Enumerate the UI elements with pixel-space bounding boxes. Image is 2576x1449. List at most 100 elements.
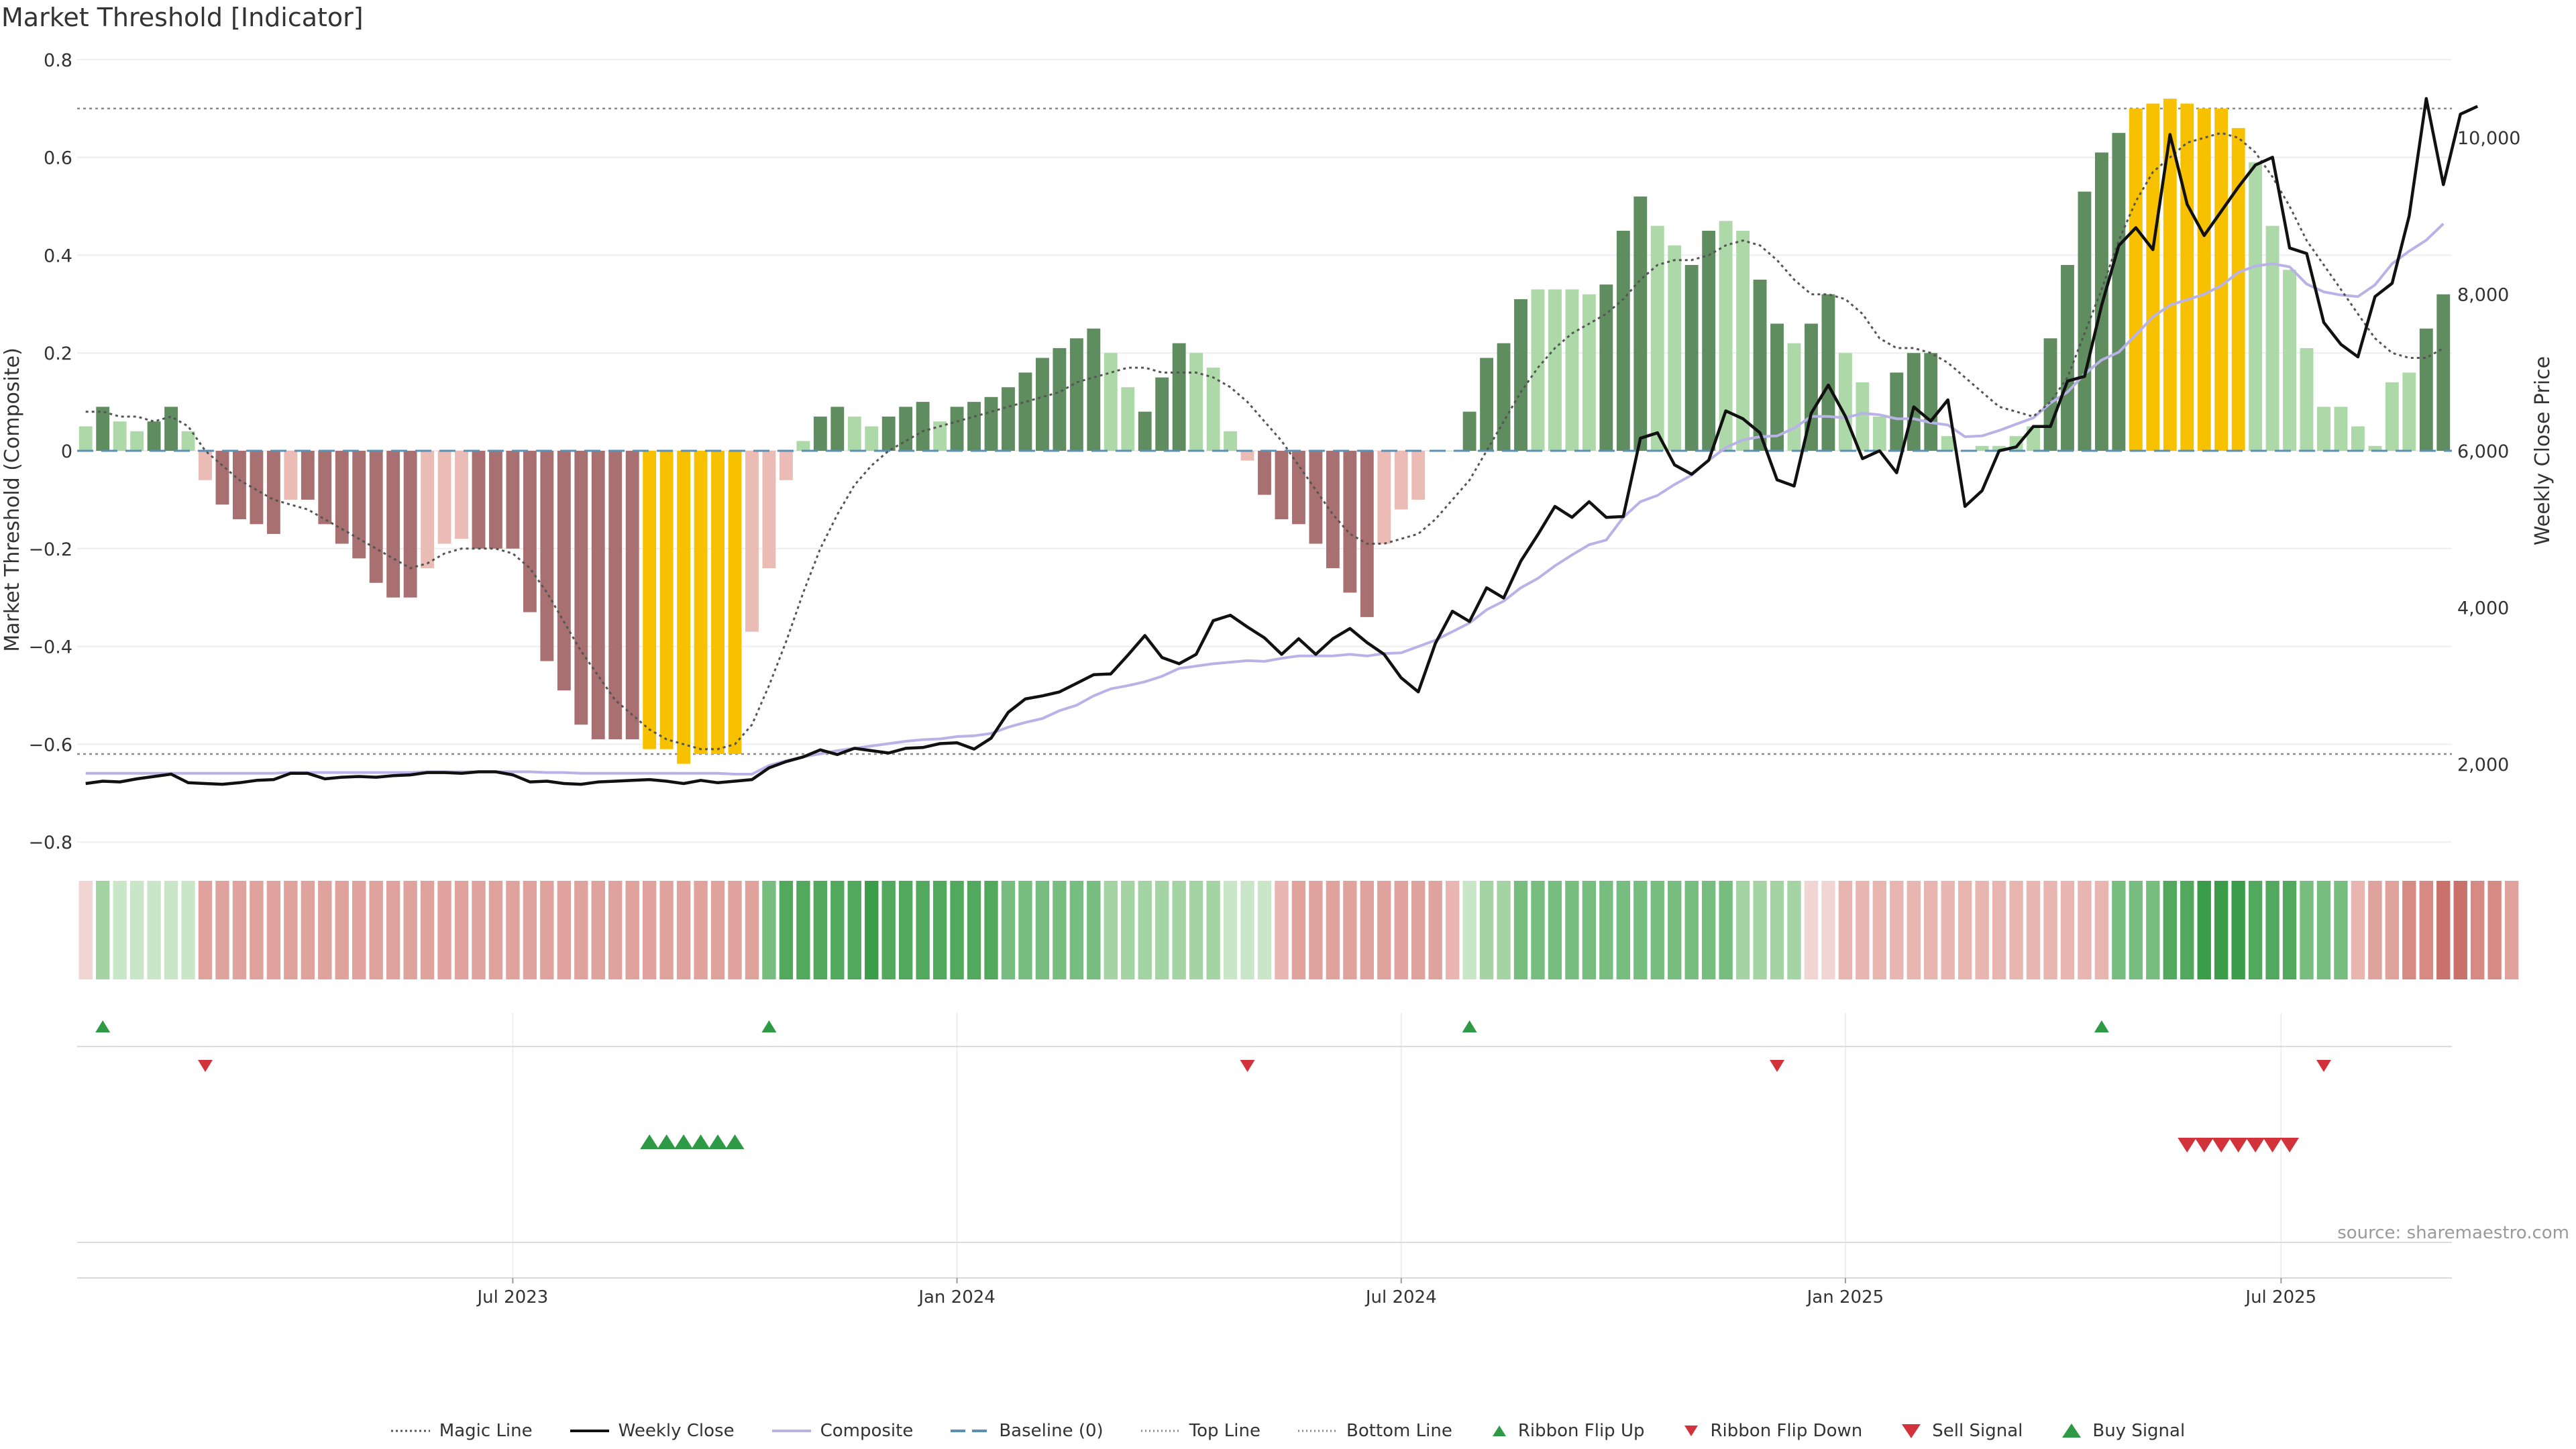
ribbon-cell	[2453, 881, 2467, 979]
ribbon-cell	[1684, 881, 1699, 979]
composite-bar	[540, 451, 554, 661]
composite-bar	[2197, 108, 2211, 451]
ribbon-flip-down-marker	[1770, 1060, 1785, 1072]
composite-bar	[2061, 264, 2074, 451]
composite-bar	[1172, 343, 1186, 451]
ribbon-cell	[335, 881, 349, 979]
ribbon-cell	[1018, 881, 1032, 979]
ribbon-cell	[2043, 881, 2057, 979]
ribbon-cell	[1616, 881, 1631, 979]
ribbon-cell	[676, 881, 691, 979]
ribbon-cell	[847, 881, 861, 979]
buy-signal-marker	[674, 1134, 694, 1149]
composite-bar	[1650, 225, 1664, 451]
sell-signal-marker	[2263, 1138, 2282, 1152]
ribbon-cell	[1138, 881, 1152, 979]
composite-bar	[1411, 451, 1426, 500]
ribbon-cell	[1497, 881, 1511, 979]
y2-tick-label: 10,000	[2457, 128, 2520, 149]
ribbon-cell	[250, 881, 264, 979]
composite-bar	[2214, 108, 2229, 451]
ribbon-cell	[198, 881, 213, 979]
sell-signal-marker	[2194, 1138, 2214, 1152]
ribbon-cell	[454, 881, 469, 979]
legend-label: Top Line	[1189, 1421, 1260, 1441]
ribbon-cell	[472, 881, 486, 979]
composite-bar	[1856, 382, 1870, 451]
y-tick-label: 0.8	[44, 50, 72, 71]
x-tick-label: Jul 2025	[2244, 1287, 2316, 1307]
ribbon-cell	[1787, 881, 1801, 979]
ribbon-cell	[1701, 881, 1716, 979]
ribbon-cell	[1719, 881, 1733, 979]
composite-bar	[1582, 294, 1596, 451]
ribbon-cell	[694, 881, 708, 979]
composite-bar	[2146, 103, 2160, 451]
ribbon-cell	[1582, 881, 1597, 979]
ribbon-cell	[2197, 881, 2211, 979]
composite-bar	[147, 421, 161, 451]
composite-bar	[2163, 99, 2177, 451]
ribbon-cell	[437, 881, 451, 979]
composite-bar	[1343, 451, 1357, 593]
ribbon-cell	[1941, 881, 1955, 979]
ribbon-cell	[1223, 881, 1238, 979]
ribbon-cell	[1326, 881, 1340, 979]
sell-signal-marker	[2212, 1138, 2231, 1152]
ribbon-cell	[2180, 881, 2194, 979]
composite-bar	[1360, 451, 1374, 617]
ribbon-cell	[2265, 881, 2279, 979]
composite-bar	[2436, 294, 2451, 451]
ribbon-cell	[1856, 881, 1870, 979]
composite-bar	[1787, 343, 1801, 451]
ribbon-cell	[1053, 881, 1067, 979]
legend-item: Bottom Line	[1298, 1421, 1452, 1441]
composite-bar	[950, 407, 964, 451]
ribbon-cell	[1735, 881, 1750, 979]
ribbon-flip-down-icon	[1684, 1426, 1699, 1436]
legend-label: Buy Signal	[2092, 1421, 2186, 1441]
y2-tick-label: 6,000	[2457, 441, 2509, 462]
composite-bar	[2249, 162, 2263, 451]
y-tick-label: 0.2	[44, 343, 72, 364]
composite-bar	[250, 451, 264, 525]
ribbon-cell	[1206, 881, 1220, 979]
composite-bar	[1531, 289, 1545, 451]
ribbon-cell	[1957, 881, 1972, 979]
y-axis-title: Market Threshold (Composite)	[1, 347, 24, 652]
composite-bar	[865, 426, 879, 451]
composite-bar	[455, 451, 468, 539]
composite-bar	[1121, 387, 1135, 451]
composite-bar	[557, 451, 571, 691]
y2-tick-label: 4,000	[2457, 598, 2509, 619]
legend-item: Magic Line	[390, 1421, 533, 1441]
composite-bar	[984, 396, 998, 451]
composite-bar	[1394, 451, 1408, 510]
composite-bar	[130, 431, 144, 451]
composite-bar	[591, 451, 605, 740]
composite-bar	[1872, 416, 1886, 451]
ribbon-flip-down-marker	[198, 1060, 213, 1072]
ribbon-cell	[881, 881, 896, 979]
composite-bar	[1480, 358, 1494, 451]
ribbon-cell	[2094, 881, 2109, 979]
y2-axis-title: Weekly Close Price	[2531, 356, 2555, 545]
buy-signal-marker	[691, 1134, 710, 1149]
y-tick-label: 0	[61, 441, 72, 462]
sell-signal-marker	[2246, 1138, 2265, 1152]
composite-bar	[1104, 353, 1118, 451]
ribbon-cell	[506, 881, 520, 979]
ribbon-cell	[591, 881, 605, 979]
composite-bar	[352, 451, 366, 559]
ribbon-cell	[1668, 881, 1682, 979]
composite-bar	[1890, 372, 1904, 451]
composite-bar	[1240, 451, 1254, 461]
composite-bar	[1377, 451, 1391, 544]
composite-bar	[1548, 289, 1562, 451]
ribbon-cell	[1035, 881, 1050, 979]
sell-signal-marker	[2229, 1138, 2248, 1152]
ribbon-cell	[625, 881, 639, 979]
composite-bar	[472, 451, 486, 549]
ribbon-cell	[1633, 881, 1648, 979]
